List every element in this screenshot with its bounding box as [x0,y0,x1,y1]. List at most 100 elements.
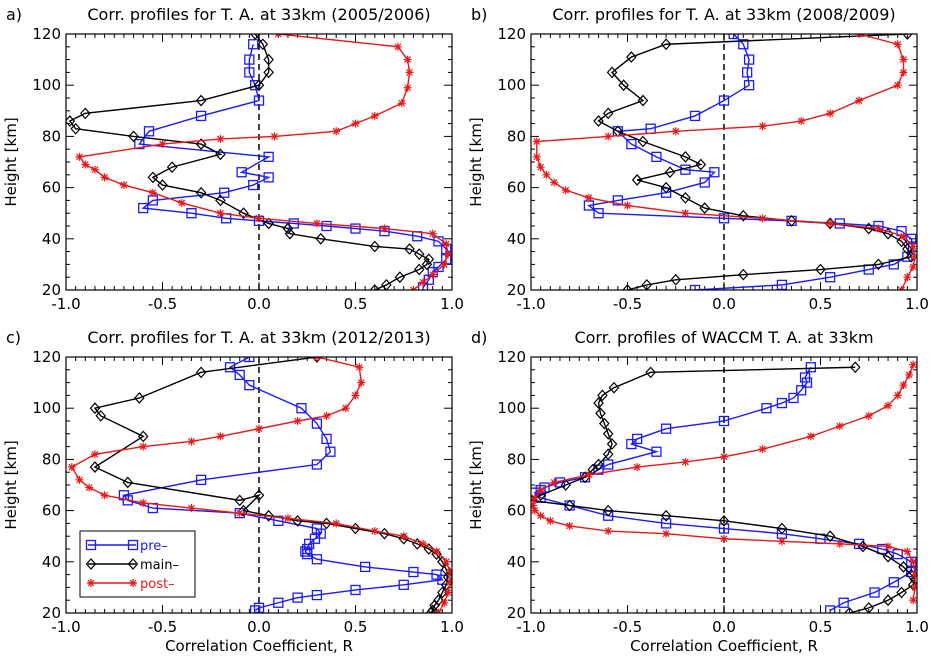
star-marker [255,424,263,433]
square-marker [273,515,284,526]
diamond-marker [423,543,435,555]
square-marker [718,523,730,534]
series-pre [134,39,452,290]
chart-panel-3: c) Corr. profiles for T. A. at 33km (2012… [2,328,464,655]
diamond-marker [849,361,861,374]
series-group [66,34,452,290]
star-marker [893,81,902,90]
diamond-marker [618,79,629,92]
diamond-marker [263,66,274,79]
x-tick-label: -0.5 [148,618,177,636]
diamond-marker [898,561,909,573]
diamond-marker [137,430,149,443]
square-marker [321,433,332,445]
star-marker [87,579,95,587]
star-marker [148,188,157,197]
diamond-marker [599,417,610,430]
chart-panel-2: b) Corr. profiles for T. A. at 33km (2008… [467,5,929,313]
square-marker [888,577,899,588]
diamond-marker [404,243,415,255]
diamond-marker [85,558,97,570]
diamond-marker [79,107,91,120]
star-marker [283,514,292,523]
star-marker [419,278,428,287]
square-marker [143,126,155,137]
diamond-marker [660,509,672,522]
square-marker [263,172,274,183]
y-tick-label: 80 [507,450,526,468]
star-marker [293,417,302,425]
star-marker [355,363,364,372]
square-marker [350,584,361,596]
star-marker [911,570,917,579]
diamond-marker [602,107,614,120]
x-tick-label: 0.5 [344,618,368,636]
square-marker [660,518,672,529]
star-marker [909,596,917,605]
x-tick-label: 0.5 [344,295,368,313]
x-tick-label: 0.0 [712,295,736,313]
square-marker [311,459,323,470]
diamond-marker [660,38,672,51]
star-marker [720,534,728,543]
star-marker [341,404,350,413]
diamond-marker [597,389,608,402]
diamond-marker [902,243,913,255]
star-marker [370,111,379,120]
diamond-marker [645,366,656,379]
star-marker [399,532,408,541]
star-marker [446,578,452,587]
square-marker [689,284,701,290]
star-marker [565,521,574,530]
star-marker [536,511,545,520]
star-marker [671,127,680,136]
tick-marks [530,356,918,614]
star-marker [357,378,366,387]
diamond-marker [602,427,614,440]
diamond-marker [626,51,637,63]
star-marker [81,160,90,169]
diamond-marker [602,504,614,517]
square-marker [423,274,434,285]
y-tick-label: 60 [42,179,61,197]
diamond-marker [631,174,643,186]
panel-label: b) [471,5,487,24]
star-marker [911,252,917,261]
y-tick-label: 120 [32,25,61,43]
legend-label: pre– [140,539,168,554]
diamond-marker [593,458,604,471]
square-marker [761,403,772,414]
star-marker [720,452,728,461]
diamond-marker [66,115,76,127]
square-marker [195,110,207,122]
star-marker [884,542,893,551]
diamond-marker [824,530,836,543]
diamond-marker [263,53,274,66]
series-post [75,34,452,290]
square-marker [877,543,888,555]
diamond-marker [122,476,134,489]
square-marker [718,415,730,427]
star-marker [536,486,545,495]
square-marker [660,423,672,434]
star-marker [584,470,593,479]
x-tick-label: -0.5 [613,618,642,636]
star-marker [604,527,613,536]
square-marker [273,597,284,608]
star-marker [532,152,541,161]
series-group [531,360,917,613]
diamond-marker [844,607,855,613]
star-marker [187,504,196,513]
square-marker [888,259,899,270]
diamond-marker [128,130,139,143]
diamond-marker [602,448,614,461]
star-marker [428,270,437,279]
diamond-marker [660,181,672,194]
star-marker [397,99,406,108]
diamond-marker [195,186,207,199]
star-marker [899,232,908,241]
diamond-marker [593,115,604,127]
diamond-marker [89,461,101,473]
star-marker [893,40,902,49]
tick-marks [530,33,918,291]
